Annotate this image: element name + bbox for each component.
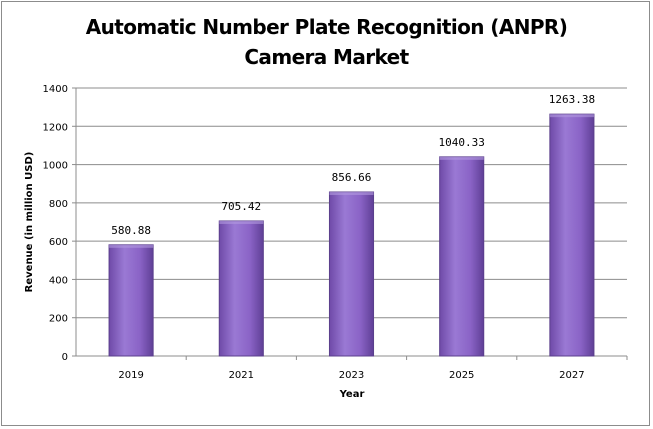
x-tick-label-2021: 2021 <box>229 370 254 381</box>
x-tick-label-2023: 2023 <box>339 370 364 381</box>
bar-top-highlight <box>219 220 264 224</box>
bar-top-highlight <box>329 192 374 196</box>
data-label-2023: 856.66 <box>332 171 372 184</box>
data-label-2025: 1040.33 <box>439 136 485 149</box>
y-tick-label: 400 <box>49 275 68 286</box>
bar-2023 <box>328 191 375 357</box>
data-label-2019: 580.88 <box>111 224 151 237</box>
data-label-2027: 1263.38 <box>549 93 595 106</box>
bar-top-highlight <box>439 156 484 160</box>
chart-title-line-2: Camera Market <box>244 45 409 69</box>
bar-top-highlight <box>109 244 154 248</box>
y-tick-label: 200 <box>49 314 68 325</box>
y-tick-label: 1400 <box>43 84 68 95</box>
y-tick-label: 0 <box>62 352 68 363</box>
chart-title-line-1: Automatic Number Plate Recognition (ANPR… <box>85 15 568 39</box>
chart-title: Automatic Number Plate Recognition (ANPR… <box>0 12 653 72</box>
bar-top-highlight <box>549 114 594 118</box>
x-tick-label-2025: 2025 <box>449 370 474 381</box>
data-label-2021: 705.42 <box>221 200 261 213</box>
bar-2027 <box>549 113 595 357</box>
y-axis-label: Revenue (in million USD) <box>24 152 35 293</box>
x-tick-label-2027: 2027 <box>559 370 584 381</box>
bars <box>108 113 595 357</box>
bar-2025 <box>439 156 485 357</box>
x-axis-label: Year <box>339 389 365 400</box>
y-tick-label: 800 <box>49 199 68 210</box>
bar-2019 <box>108 244 154 357</box>
bar-2021 <box>218 220 264 357</box>
x-tick-label-2019: 2019 <box>118 370 143 381</box>
y-tick-label: 600 <box>49 237 68 248</box>
data-labels: 580.88 705.42 856.66 1040.33 1263.38 <box>111 93 595 237</box>
y-tick-label: 1200 <box>43 122 68 133</box>
y-tick-label: 1000 <box>43 161 68 172</box>
